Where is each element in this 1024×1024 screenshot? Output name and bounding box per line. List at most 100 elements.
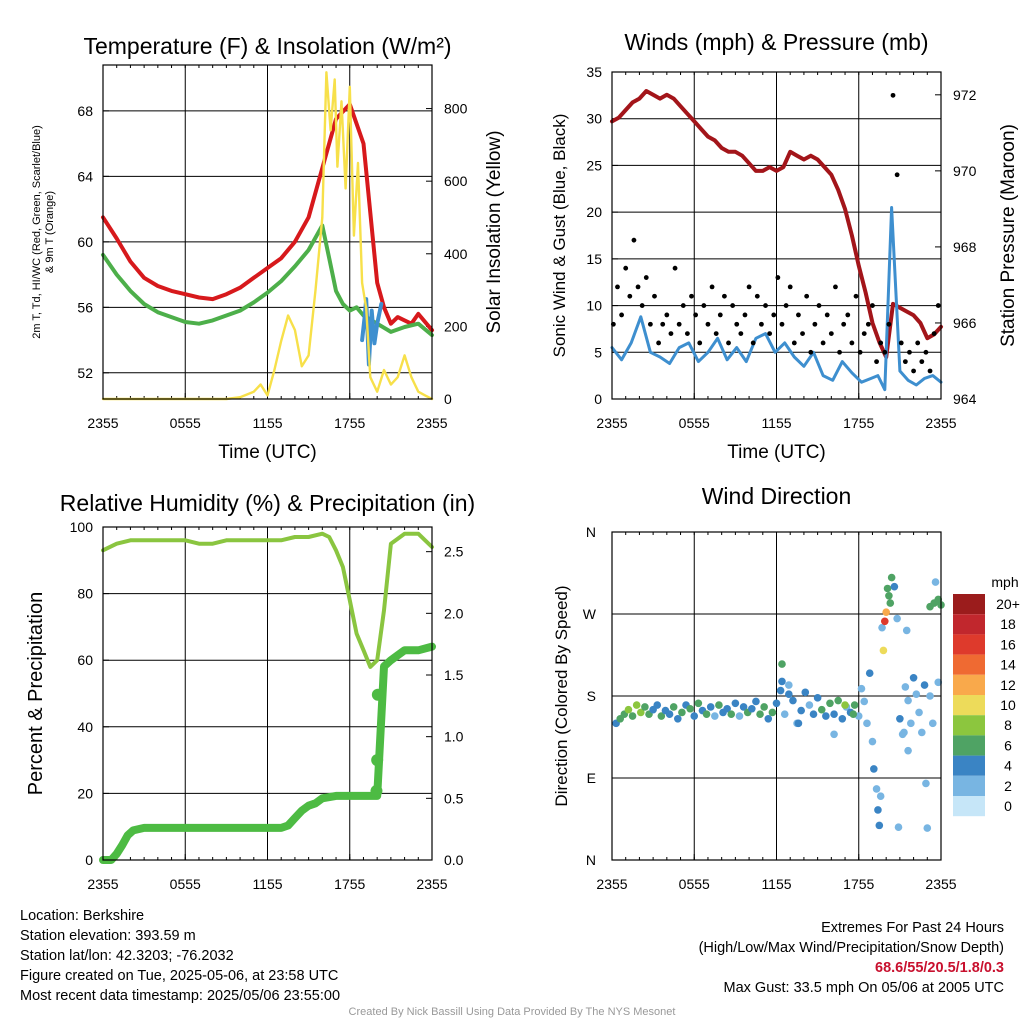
temp-xtick-label: 2355 (416, 415, 447, 431)
rh-ytick-right-label: 2.5 (444, 544, 464, 560)
dir-point (863, 719, 871, 728)
dir-title: Wind Direction (702, 483, 852, 509)
dir-point (830, 730, 838, 739)
dir-point (874, 806, 882, 814)
latlon-text: Station lat/lon: 42.3203; -76.2032 (20, 948, 234, 964)
dir-point (723, 704, 731, 713)
dir-point (826, 699, 834, 708)
wind-ytick-left-label: 35 (586, 64, 602, 80)
dir-point (915, 708, 923, 717)
dir-point (686, 704, 694, 713)
legend-title: mph (991, 574, 1018, 590)
dir-point (778, 660, 786, 668)
dir-point (694, 699, 703, 708)
dir-point (789, 696, 797, 705)
gust-point (787, 284, 793, 290)
extremes-title: Extremes For Past 24 Hours (821, 920, 1004, 936)
dir-point (834, 696, 842, 705)
dir-point (857, 684, 866, 693)
temp-ylabel-left: 2m T, Td, HI/WC (Red, Green, Scarlet/Blu… (31, 125, 43, 339)
gust-point (816, 303, 822, 308)
dir-xtick-label: 2355 (596, 876, 627, 892)
dir-point (822, 712, 830, 720)
temp-series-line (101, 71, 434, 401)
legend-label: 14 (1000, 657, 1016, 673)
temp-ylabel-right: Solar Insolation (Yellow) (484, 130, 505, 333)
gust-point (759, 321, 764, 327)
dir-point (849, 710, 858, 719)
dir-point (868, 737, 877, 746)
rh-frame (102, 526, 433, 861)
dir-point (636, 708, 645, 717)
gust-point (668, 331, 674, 336)
gust-point (907, 349, 912, 355)
gust-point (911, 368, 916, 374)
gust-point (919, 359, 925, 365)
gust-point (689, 293, 694, 299)
gust-point (709, 284, 715, 290)
gust-point (619, 312, 624, 318)
dir-point (674, 714, 682, 723)
dir-point (850, 701, 859, 709)
wind-ytick-left-label: 10 (586, 298, 602, 314)
temp-ytick-right-label: 600 (444, 173, 468, 189)
temp-ytick-left-label: 64 (77, 168, 93, 184)
gust-point (783, 303, 789, 308)
gust-point (693, 312, 699, 318)
gust-point (713, 331, 719, 336)
gust-point (800, 331, 805, 336)
dir-point (922, 779, 930, 788)
dir-point (797, 706, 805, 715)
wind-ytick-right-label: 966 (953, 315, 977, 331)
gust-point (672, 265, 678, 271)
dir-point (879, 646, 888, 655)
created-text: Figure created on Tue, 2025-05-06, at 23… (20, 968, 339, 984)
wind-ytick-left-label: 15 (586, 251, 602, 267)
wind-ytick-left-label: 20 (586, 204, 602, 220)
gust-point (898, 340, 904, 346)
gust-point (808, 349, 814, 355)
gust-point (890, 92, 896, 98)
dir-xtick-label: 1155 (761, 876, 791, 892)
gust-point (627, 293, 633, 299)
dir-point (841, 701, 849, 709)
dir-point (926, 692, 934, 700)
wind-ytick-left-label: 30 (586, 111, 602, 127)
gust-point (664, 312, 670, 318)
wind-xtick-label: 2355 (596, 415, 627, 431)
dir-point (931, 578, 940, 586)
gust-point (771, 312, 777, 318)
gust-point (820, 340, 826, 346)
legend-label: 20+ (996, 596, 1020, 612)
dir-point (785, 690, 793, 698)
dir-point (885, 591, 893, 600)
dir-point (876, 792, 885, 801)
dir-point (883, 584, 892, 593)
dir-point (809, 710, 818, 719)
wind-xtick-label: 0555 (679, 415, 710, 431)
rh-ytick-right-label: 1.0 (444, 729, 464, 745)
dir-point (752, 697, 760, 706)
rh-ytick-right-label: 0.5 (444, 790, 464, 806)
dir-point (748, 704, 756, 713)
rh-ytick-right-label: 0.0 (444, 852, 464, 868)
dir-point (764, 714, 773, 723)
gust-point (845, 312, 851, 318)
dir-point (727, 710, 736, 719)
gust-point (643, 275, 649, 280)
temp-title: Temperature (F) & Insolation (W/m²) (83, 33, 451, 59)
dir-point (780, 710, 789, 719)
gust-point (935, 303, 941, 308)
wind-xtick-label: 1755 (843, 415, 874, 431)
legend-label: 12 (1000, 677, 1016, 693)
legend-label: 0 (1004, 798, 1012, 814)
dir-point (731, 699, 740, 708)
gust-point (639, 303, 645, 308)
dir-point (882, 608, 890, 616)
dir-point (928, 719, 937, 728)
temp-xtick-label: 1155 (252, 415, 282, 431)
dir-xtick-label: 1755 (843, 876, 874, 892)
gust-point (849, 340, 855, 346)
rh-ytick-right-label: 1.5 (444, 667, 464, 683)
dir-point (813, 694, 822, 702)
